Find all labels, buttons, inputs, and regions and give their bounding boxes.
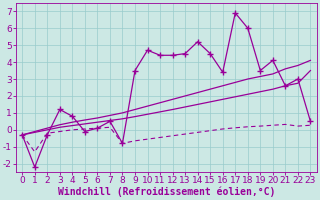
- X-axis label: Windchill (Refroidissement éolien,°C): Windchill (Refroidissement éolien,°C): [58, 187, 275, 197]
